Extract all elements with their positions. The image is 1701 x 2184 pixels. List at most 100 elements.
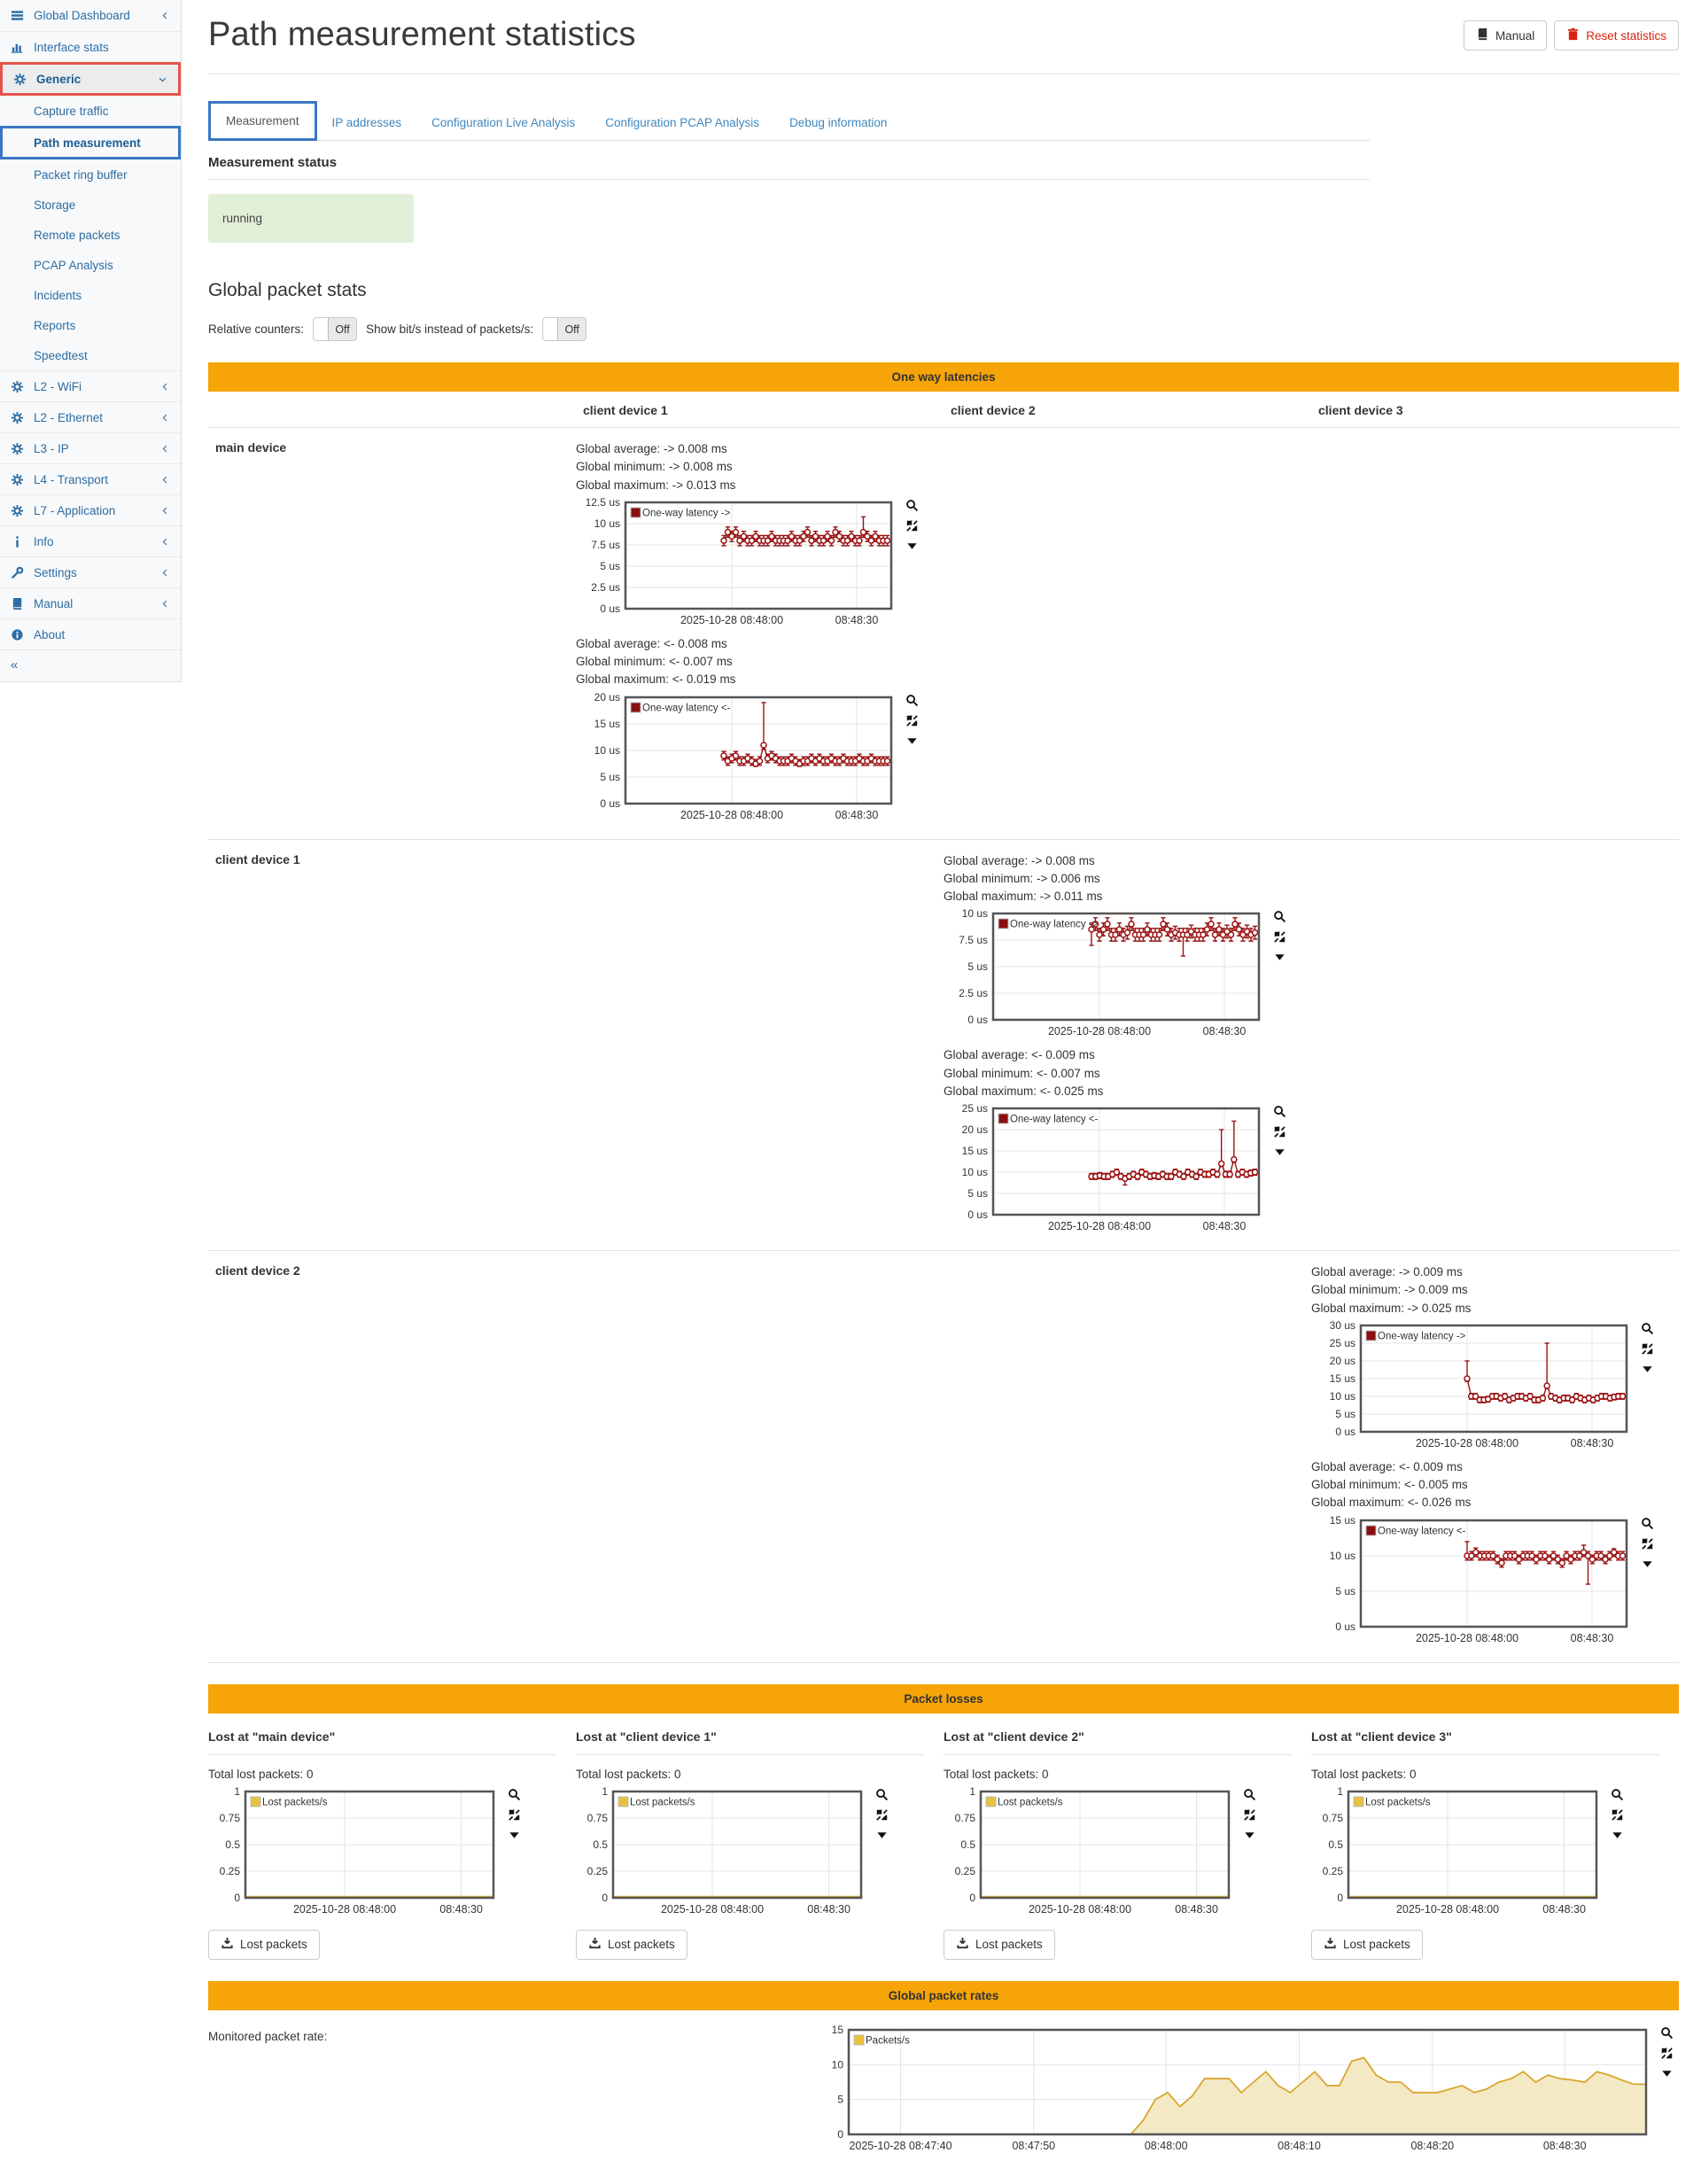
lost-packets-download-button[interactable]: Lost packets: [944, 1929, 1055, 1960]
sidebar-item-generic[interactable]: Generic: [0, 62, 181, 96]
table-row-client-device-1: client device 1 Global average: -> 0.008…: [208, 840, 1679, 1251]
collapse-chart-icon[interactable]: [1611, 1829, 1625, 1843]
sidebar-item-l7-application[interactable]: L7 - Application: [0, 494, 181, 525]
tab-measurement[interactable]: Measurement: [208, 101, 317, 141]
gear-icon: [11, 473, 26, 486]
sidebar-item-l2-wifi[interactable]: L2 - WiFi: [0, 370, 181, 401]
latency-header-empty: [208, 392, 576, 427]
manual-button[interactable]: Manual: [1463, 20, 1548, 51]
collapse-chart-icon[interactable]: [1273, 1146, 1287, 1160]
svg-text:2025-10-28 08:48:00: 2025-10-28 08:48:00: [680, 809, 783, 821]
zoom-icon[interactable]: [1641, 1322, 1655, 1336]
svg-text:5: 5: [837, 2093, 843, 2105]
sidebar-item-l2-ethernet[interactable]: L2 - Ethernet: [0, 401, 181, 432]
compress-icon[interactable]: [1641, 1342, 1655, 1356]
zoom-icon[interactable]: [1273, 910, 1287, 924]
sidebar-item-collapse[interactable]: «: [0, 649, 181, 680]
zoom-icon[interactable]: [1660, 2026, 1674, 2040]
relative-counters-toggle[interactable]: Off: [313, 317, 358, 341]
lost-packets-download-button[interactable]: Lost packets: [208, 1929, 320, 1960]
sidebar-item-reports[interactable]: Reports: [0, 310, 181, 340]
tab-configuration-live-analysis[interactable]: Configuration Live Analysis: [431, 116, 576, 129]
latency-table: client device 1 client device 2 client d…: [208, 392, 1679, 1663]
chart-icon: [11, 41, 26, 54]
compress-icon[interactable]: [1660, 2047, 1674, 2061]
collapse-chart-icon[interactable]: [905, 734, 920, 749]
sidebar: Global Dashboard Interface stats Generic Ca…: [0, 0, 182, 682]
sidebar-item-label: L2 - Ethernet: [34, 410, 104, 424]
tab-debug-information[interactable]: Debug information: [789, 116, 888, 129]
sidebar-item-info[interactable]: Info: [0, 525, 181, 556]
zoom-icon[interactable]: [1243, 1788, 1257, 1802]
latency-table-header: client device 1 client device 2 client d…: [208, 392, 1679, 428]
svg-text:5 us: 5 us: [1335, 1585, 1355, 1597]
sidebar-item-speedtest[interactable]: Speedtest: [0, 340, 181, 370]
svg-text:2025-10-28 08:48:00: 2025-10-28 08:48:00: [1416, 1632, 1518, 1644]
sidebar-item-path-measurement[interactable]: Path measurement: [0, 126, 181, 159]
compress-icon[interactable]: [905, 714, 920, 728]
lost-packets-download-button[interactable]: Lost packets: [576, 1929, 687, 1960]
empty-cell: [1311, 428, 1679, 839]
lost-packets-download-button[interactable]: Lost packets: [1311, 1929, 1423, 1960]
compress-icon[interactable]: [508, 1808, 522, 1823]
sidebar-item-l4-transport[interactable]: L4 - Transport: [0, 463, 181, 494]
sidebar-item-remote-packets[interactable]: Remote packets: [0, 220, 181, 250]
collapse-chart-icon[interactable]: [905, 540, 920, 554]
zoom-icon[interactable]: [1641, 1517, 1655, 1531]
svg-text:30 us: 30 us: [1330, 1320, 1355, 1332]
collapse-chart-icon[interactable]: [1641, 1558, 1655, 1572]
compress-icon[interactable]: [1641, 1537, 1655, 1551]
zoom-icon[interactable]: [875, 1788, 889, 1802]
sidebar-item-manual[interactable]: Manual: [0, 587, 181, 618]
sidebar-item-interface-stats[interactable]: Interface stats: [0, 31, 181, 62]
zoom-icon[interactable]: [1611, 1788, 1625, 1802]
zoom-icon[interactable]: [905, 499, 920, 513]
compress-icon[interactable]: [1273, 1125, 1287, 1139]
sidebar-item-packet-ring-buffer[interactable]: Packet ring buffer: [0, 159, 181, 190]
sidebar-item-storage[interactable]: Storage: [0, 190, 181, 220]
compress-icon[interactable]: [875, 1808, 889, 1823]
collapse-chart-icon[interactable]: [508, 1829, 522, 1843]
sidebar-item-capture-traffic[interactable]: Capture traffic: [0, 96, 181, 126]
relative-counters-label: Relative counters:: [208, 323, 305, 336]
chart-tools: [905, 692, 920, 749]
sidebar-item-settings[interactable]: Settings: [0, 556, 181, 587]
loss-panel-client-device-1: Lost at "client device 1" Total lost pac…: [576, 1717, 944, 1960]
svg-text:0 us: 0 us: [967, 1209, 988, 1221]
sidebar-item-global-dashboard[interactable]: Global Dashboard: [0, 0, 181, 31]
collapse-chart-icon[interactable]: [1641, 1363, 1655, 1377]
latency-stats-forward: Global average: -> 0.008 ms Global minim…: [944, 852, 1311, 906]
sidebar-item-about[interactable]: About: [0, 618, 181, 649]
row-label: client device 1: [215, 851, 300, 867]
empty-cell: [944, 1251, 1311, 1662]
collapse-chart-icon[interactable]: [1243, 1829, 1257, 1843]
tab-configuration-pcap-analysis[interactable]: Configuration PCAP Analysis: [605, 116, 760, 129]
bits-toggle[interactable]: Off: [542, 317, 587, 341]
sidebar-item-label: Reports: [34, 318, 76, 332]
svg-text:5 us: 5 us: [600, 560, 620, 572]
compress-icon[interactable]: [1273, 930, 1287, 944]
sidebar-item-incidents[interactable]: Incidents: [0, 280, 181, 310]
lost-packets-button-label: Lost packets: [240, 1938, 307, 1951]
sidebar-item-l3-ip[interactable]: L3 - IP: [0, 432, 181, 463]
loss-total: Total lost packets: 0: [208, 1767, 314, 1781]
svg-text:Lost packets/s: Lost packets/s: [630, 1797, 695, 1807]
compress-icon[interactable]: [1611, 1808, 1625, 1823]
zoom-icon[interactable]: [905, 694, 920, 708]
tab-ip-addresses[interactable]: IP addresses: [331, 116, 402, 129]
sidebar-item-pcap-analysis[interactable]: PCAP Analysis: [0, 250, 181, 280]
collapse-chart-icon[interactable]: [1660, 2067, 1674, 2081]
compress-icon[interactable]: [1243, 1808, 1257, 1823]
svg-text:20 us: 20 us: [594, 692, 620, 703]
collapse-chart-icon[interactable]: [875, 1829, 889, 1843]
collapse-chart-icon[interactable]: [1273, 951, 1287, 965]
stat-line: Global minimum: <- 0.007 ms: [944, 1066, 1100, 1080]
svg-text:08:48:30: 08:48:30: [807, 1903, 850, 1916]
latency-stats-forward: Global average: -> 0.008 ms Global minim…: [576, 440, 944, 494]
compress-icon[interactable]: [905, 519, 920, 533]
reset-statistics-button[interactable]: Reset statistics: [1554, 20, 1679, 51]
zoom-icon[interactable]: [508, 1788, 522, 1802]
zoom-icon[interactable]: [1273, 1105, 1287, 1119]
svg-text:2025-10-28 08:48:00: 2025-10-28 08:48:00: [1029, 1903, 1131, 1916]
wrench-icon: [11, 566, 26, 579]
